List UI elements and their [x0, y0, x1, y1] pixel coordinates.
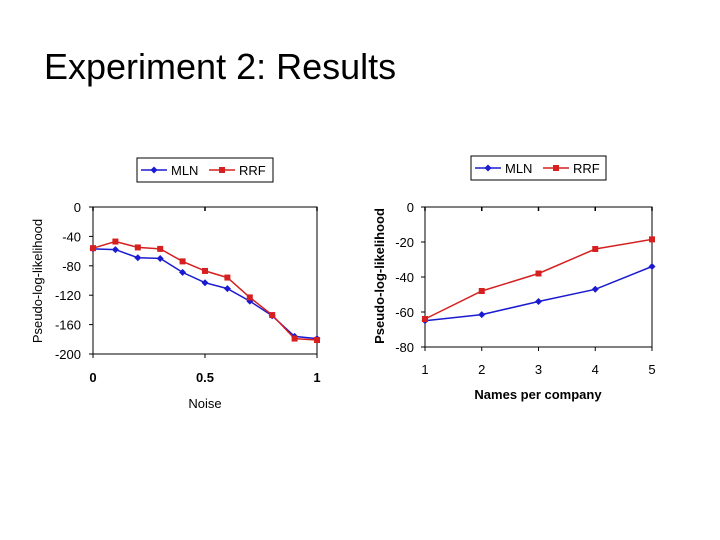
legend-marker-mln: [150, 166, 158, 174]
data-point-rrf: [535, 270, 542, 277]
data-point-mln: [223, 285, 231, 293]
x-tick-label: 1: [313, 370, 320, 385]
y-tick-label: 0: [74, 200, 81, 215]
legend-label-mln: MLN: [171, 163, 198, 178]
data-point-rrf: [134, 244, 141, 251]
data-point-mln: [111, 246, 119, 254]
legend: MLN RRF: [136, 157, 274, 183]
data-point-mln: [156, 254, 164, 262]
data-point-rrf: [314, 337, 320, 344]
y-tick-label: -60: [395, 305, 414, 320]
y-axis-title: Pseudo-log-likelihood: [372, 208, 387, 344]
data-point-rrf: [202, 267, 208, 274]
chart-1: 0 -40 -80 -120 -160 -200 0 0.5 1 Noise Pseudo-log-…: [30, 157, 321, 411]
legend-marker-mln: [484, 164, 492, 172]
data-point-rrf: [90, 245, 96, 252]
y-tick-label: -40: [395, 270, 414, 285]
x-tick-label: 0: [89, 370, 96, 385]
data-point-rrf: [649, 236, 655, 243]
x-tick-label: 0.5: [196, 370, 214, 385]
data-point-rrf: [224, 274, 231, 281]
data-point-rrf: [157, 245, 164, 252]
x-tick-label: 2: [478, 362, 485, 377]
x-axis-title: Noise: [188, 396, 221, 411]
slide-title: Experiment 2: Results: [44, 46, 397, 87]
chart-2: 0 -20 -40 -60 -80 1 2 3 4 5 Names per company Pseud…: [372, 155, 656, 402]
data-point-rrf: [269, 312, 276, 319]
x-axis-title: Names per company: [474, 387, 602, 402]
data-point-rrf: [422, 316, 428, 322]
data-point-rrf: [246, 294, 253, 301]
x-tick-label: 5: [648, 362, 655, 377]
y-tick-label: -160: [55, 318, 81, 333]
y-tick-label: -120: [55, 288, 81, 303]
data-point-mln: [535, 298, 542, 305]
data-point-mln: [648, 263, 656, 270]
data-point-mln: [591, 285, 599, 293]
data-point-rrf: [291, 335, 298, 342]
y-tick-label: 0: [407, 200, 414, 215]
y-tick-label: -80: [62, 259, 81, 274]
data-point-mln: [134, 254, 142, 262]
y-tick-label: -200: [55, 347, 81, 362]
x-tick-label: 4: [592, 362, 599, 377]
plot-frame: [424, 206, 653, 348]
y-tick-label: -40: [62, 229, 81, 244]
data-point-rrf: [478, 288, 485, 294]
data-point-rrf: [592, 246, 599, 252]
data-point-mln: [201, 279, 209, 287]
legend-marker-rrf: [553, 165, 559, 171]
series-line-rrf: [424, 238, 653, 320]
data-point-mln: [179, 268, 187, 276]
y-axis-title: Pseudo-log-likelihood: [30, 219, 45, 343]
y-tick-label: -20: [395, 235, 414, 250]
x-tick-label: 1: [421, 362, 428, 377]
data-point-mln: [478, 311, 486, 319]
legend-label-rrf: RRF: [239, 163, 266, 178]
x-tick-label: 3: [535, 362, 542, 377]
legend-label-mln: MLN: [505, 161, 532, 176]
data-point-rrf: [179, 258, 186, 265]
data-point-rrf: [112, 238, 119, 245]
legend-label-rrf: RRF: [573, 161, 600, 176]
y-tick-label: -80: [395, 340, 414, 355]
series-line-mln: [92, 248, 318, 340]
legend-marker-rrf: [219, 167, 225, 173]
legend: MLN RRF: [470, 155, 607, 181]
